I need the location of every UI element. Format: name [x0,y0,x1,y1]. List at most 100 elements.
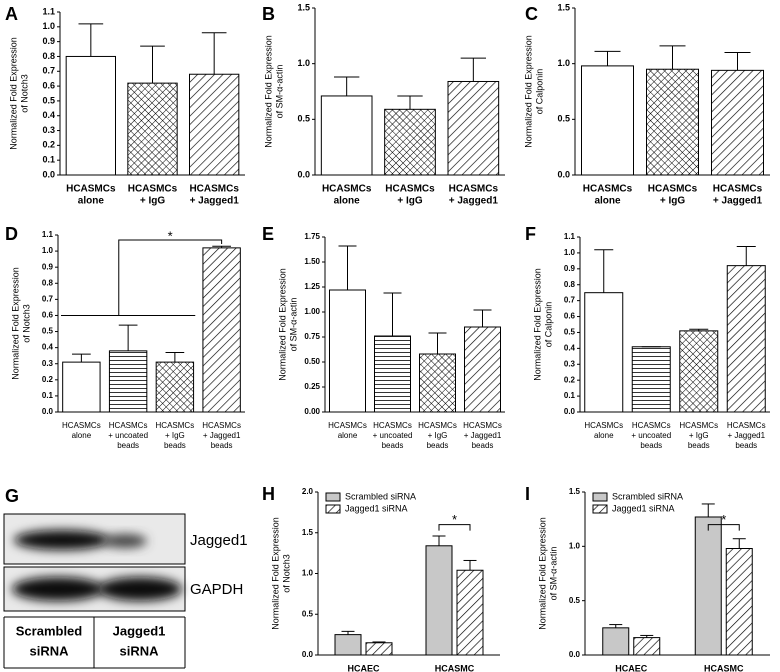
bar [65,55,116,176]
y-tick-label: 1.0 [42,21,55,31]
x-tick-label: HCASMCs [322,184,372,195]
y-tick-label: 0.3 [564,359,576,368]
bar [334,634,362,656]
y-tick-label: 0.00 [304,407,320,416]
y-tick-label: 1.1 [564,232,576,241]
x-tick-label: HCAEC [615,663,648,672]
bar [711,69,764,176]
bar [447,80,500,176]
x-tick-label: HCASMCs [128,184,178,195]
x-tick-label: + Jagged1 [464,431,502,440]
x-tick-label: + Jagged1 [190,196,240,207]
y-tick-label: 0.4 [42,343,54,352]
y-axis-label: Normalized Fold Expression [10,267,20,380]
y-tick-label: 0.6 [42,311,54,320]
bar [464,326,501,413]
x-tick-label: HCASMC [704,663,744,672]
x-tick-label: beads [117,441,139,450]
bar [425,545,453,656]
y-tick-label: 0.9 [42,262,54,271]
y-tick-label: 0.50 [304,357,320,366]
y-tick-label: 0.9 [42,36,55,46]
y-tick-label: 0.0 [557,169,570,179]
y-tick-label: 1.0 [297,58,310,68]
y-tick-label: 0.2 [42,140,55,150]
x-tick-label: HCASMCs [373,421,412,430]
y-axis-label: of Notch3 [21,304,31,343]
panel-letter: G [5,486,19,506]
x-tick-label: HCASMCs [156,421,195,430]
x-tick-label: alone [594,431,614,440]
legend-label: Scrambled siRNA [612,491,683,501]
x-tick-label: beads [735,441,757,450]
x-tick-label: alone [334,196,361,207]
y-tick-label: 1.1 [42,6,55,16]
y-tick-label: 1.0 [557,58,570,68]
x-tick-label: beads [427,441,449,450]
significance-bracket [61,239,223,317]
legend-swatch [325,492,341,502]
legend-label: Jagged1 siRNA [345,503,408,513]
panel-letter: E [262,224,274,244]
y-tick-label: 0.4 [42,110,55,120]
y-tick-label: 0.0 [42,169,55,179]
panel-letter: I [525,484,530,504]
y-tick-label: 0.25 [304,382,320,391]
y-tick-label: 1.50 [304,257,320,266]
x-tick-label: HCASMCs [679,421,718,430]
y-tick-label: 1.0 [42,246,54,255]
x-tick-label: + uncoated [631,431,671,440]
y-tick-label: 0.5 [569,596,581,605]
x-tick-label: + Jagged1 [203,431,241,440]
x-tick-label: alone [72,431,92,440]
y-axis-label: of SM-α-actin [274,65,284,119]
x-tick-label: beads [472,441,494,450]
y-tick-label: 0.0 [302,650,314,659]
band-label: Jagged1 [190,532,248,549]
x-tick-label: HCASMCs [584,421,623,430]
x-tick-label: HCASMCs [648,184,698,195]
x-tick-label: + Jagged1 [727,431,765,440]
bar [584,292,624,413]
legend-swatch [592,504,608,514]
bar [365,642,393,656]
blot: G Jagged1 GAPDH Scrambled siRNA Jagged1 … [3,486,248,669]
bar [374,335,411,413]
annotation: * [452,512,457,527]
x-tick-label: HCASMCs [463,421,502,430]
y-tick-label: 0.5 [42,95,55,105]
y-tick-label: 0.75 [304,332,320,341]
band [103,534,147,548]
y-axis-label: of Notch3 [19,74,29,113]
lane-label: Jagged1 [113,623,166,638]
significance-bracket [438,524,471,531]
y-axis-label: Normalized Fold Expression [537,517,547,630]
bar [384,108,436,176]
y-axis-label: Normalized Fold Expression [523,35,533,148]
panel-letter: F [525,224,536,244]
x-tick-label: beads [640,441,662,450]
x-tick-label: + IgG [140,196,166,207]
y-axis-label: of Calponin [543,302,553,348]
x-tick-label: HCASMCs [202,421,241,430]
lane-label: siRNA [119,643,159,658]
x-tick-label: alone [338,431,358,440]
y-tick-label: 0.2 [42,375,54,384]
legend-label: Jagged1 siRNA [612,503,675,513]
y-tick-label: 1.1 [42,230,54,239]
y-tick-label: 0.1 [564,391,576,400]
y-tick-label: 0.5 [557,114,570,124]
x-tick-label: + IgG [428,431,448,440]
panel-letter: D [5,224,18,244]
bar [726,265,766,413]
x-tick-label: HCASMCs [713,184,763,195]
y-tick-label: 1.5 [569,487,581,496]
y-tick-label: 2.0 [302,487,314,496]
panel-letter: C [525,4,538,24]
panel-letter: A [5,4,18,24]
y-axis-label: of SM-α-actin [288,298,298,352]
bar [631,346,671,413]
x-tick-label: + IgG [660,196,686,207]
bar [646,68,699,176]
